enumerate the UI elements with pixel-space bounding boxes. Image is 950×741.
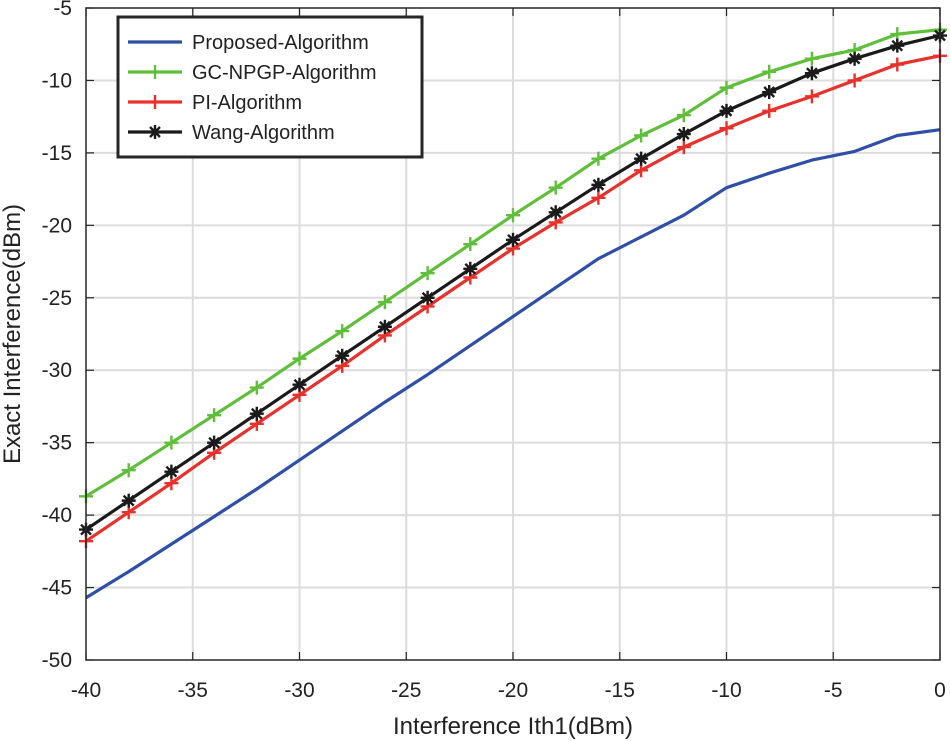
plus-marker bbox=[463, 237, 478, 252]
star-marker-center bbox=[167, 468, 175, 476]
star-marker-center bbox=[552, 208, 560, 216]
x-tick-label: -15 bbox=[605, 679, 635, 702]
plus-marker bbox=[847, 73, 862, 88]
star-marker-center bbox=[151, 128, 159, 136]
plus-marker bbox=[148, 65, 162, 79]
star-marker-center bbox=[765, 88, 773, 96]
legend-label: Proposed-Algorithm bbox=[192, 32, 369, 54]
plus-marker bbox=[804, 51, 819, 66]
star-marker-center bbox=[381, 323, 389, 331]
y-tick-label: -5 bbox=[53, 0, 72, 20]
x-tick-label: -40 bbox=[71, 679, 101, 702]
x-tick-label: -30 bbox=[284, 679, 314, 702]
star-marker-center bbox=[509, 236, 517, 244]
legend-item-proposed-algorithm: Proposed-Algorithm bbox=[128, 32, 369, 54]
plus-marker bbox=[164, 435, 179, 450]
star-marker-center bbox=[253, 410, 261, 418]
legend-item-wang-algorithm: Wang-Algorithm bbox=[128, 122, 335, 144]
y-axis-label: Exact Interference(dBm) bbox=[0, 204, 26, 464]
series-line-proposed-algorithm bbox=[85, 128, 941, 600]
legend-label: PI-Algorithm bbox=[192, 92, 302, 114]
plus-marker bbox=[804, 89, 819, 104]
plus-marker bbox=[292, 351, 307, 366]
y-tick-label: -35 bbox=[42, 432, 72, 455]
y-tick-label: -25 bbox=[42, 287, 72, 310]
star-marker-center bbox=[723, 107, 730, 115]
star-marker-center bbox=[808, 69, 816, 77]
x-tick-label: -25 bbox=[391, 679, 421, 702]
legend-label: GC-NPGP-Algorithm bbox=[192, 62, 376, 84]
plus-marker bbox=[762, 103, 777, 118]
plus-marker bbox=[420, 266, 435, 281]
legend: Proposed-Algorithm GC-NPGP-Algorithm PI-Al… bbox=[116, 15, 424, 159]
plus-marker bbox=[506, 208, 520, 223]
star-marker-center bbox=[851, 55, 859, 63]
star-marker-center bbox=[210, 439, 218, 447]
y-tick-label: -10 bbox=[42, 69, 72, 92]
x-tick-label: -5 bbox=[824, 679, 843, 702]
star-marker-center bbox=[594, 181, 602, 189]
plus-marker bbox=[335, 324, 350, 339]
series-gc-npgp-algorithm bbox=[79, 22, 947, 504]
plus-marker bbox=[634, 128, 649, 143]
star-marker-center bbox=[338, 352, 346, 360]
plus-marker bbox=[890, 57, 905, 72]
star-marker-center bbox=[637, 155, 645, 163]
plus-marker bbox=[591, 190, 606, 205]
x-tick-label: -20 bbox=[498, 679, 528, 702]
y-tick-label: -40 bbox=[42, 504, 72, 527]
y-tick-label: -45 bbox=[42, 577, 72, 600]
plus-marker bbox=[148, 95, 162, 109]
star-marker-center bbox=[424, 294, 432, 302]
plus-marker bbox=[762, 64, 777, 79]
star-marker-center bbox=[296, 381, 303, 389]
plus-marker bbox=[548, 180, 563, 195]
plus-marker bbox=[676, 140, 691, 155]
x-tick-label: -10 bbox=[711, 679, 741, 702]
legend-item-gc-npgp-algorithm: GC-NPGP-Algorithm bbox=[128, 62, 376, 84]
x-axis-label: Interference Ith1(dBm) bbox=[393, 713, 633, 740]
series-proposed-algorithm bbox=[85, 128, 941, 600]
series-group bbox=[79, 22, 947, 600]
plus-marker bbox=[591, 151, 606, 166]
star-marker-center bbox=[893, 42, 901, 50]
star-marker-center bbox=[466, 265, 474, 273]
y-tick-label: -30 bbox=[42, 359, 72, 382]
plus-marker bbox=[719, 121, 734, 136]
legend-label: Wang-Algorithm bbox=[192, 122, 335, 144]
plus-marker bbox=[719, 80, 734, 95]
plus-marker bbox=[377, 295, 392, 310]
series-wang-algorithm bbox=[79, 28, 947, 537]
y-tick-label: -15 bbox=[42, 142, 72, 165]
plus-marker bbox=[249, 380, 264, 395]
y-tick-label: -20 bbox=[42, 214, 72, 237]
star-marker-center bbox=[680, 130, 688, 138]
star-marker-center bbox=[125, 497, 133, 505]
x-tick-label: 0 bbox=[934, 679, 946, 702]
y-tick-label: -50 bbox=[42, 649, 72, 672]
x-tick-label: -35 bbox=[178, 679, 208, 702]
legend-item-pi-algorithm: PI-Algorithm bbox=[128, 92, 302, 114]
plus-marker bbox=[676, 108, 691, 123]
plus-marker bbox=[207, 408, 222, 423]
plus-marker bbox=[121, 463, 136, 478]
legend-box bbox=[116, 15, 424, 159]
axis-ticks: -40 -35 -30 -25 -20 -15 -10 -5 0-50-45-40-35-30-… bbox=[42, 0, 946, 702]
